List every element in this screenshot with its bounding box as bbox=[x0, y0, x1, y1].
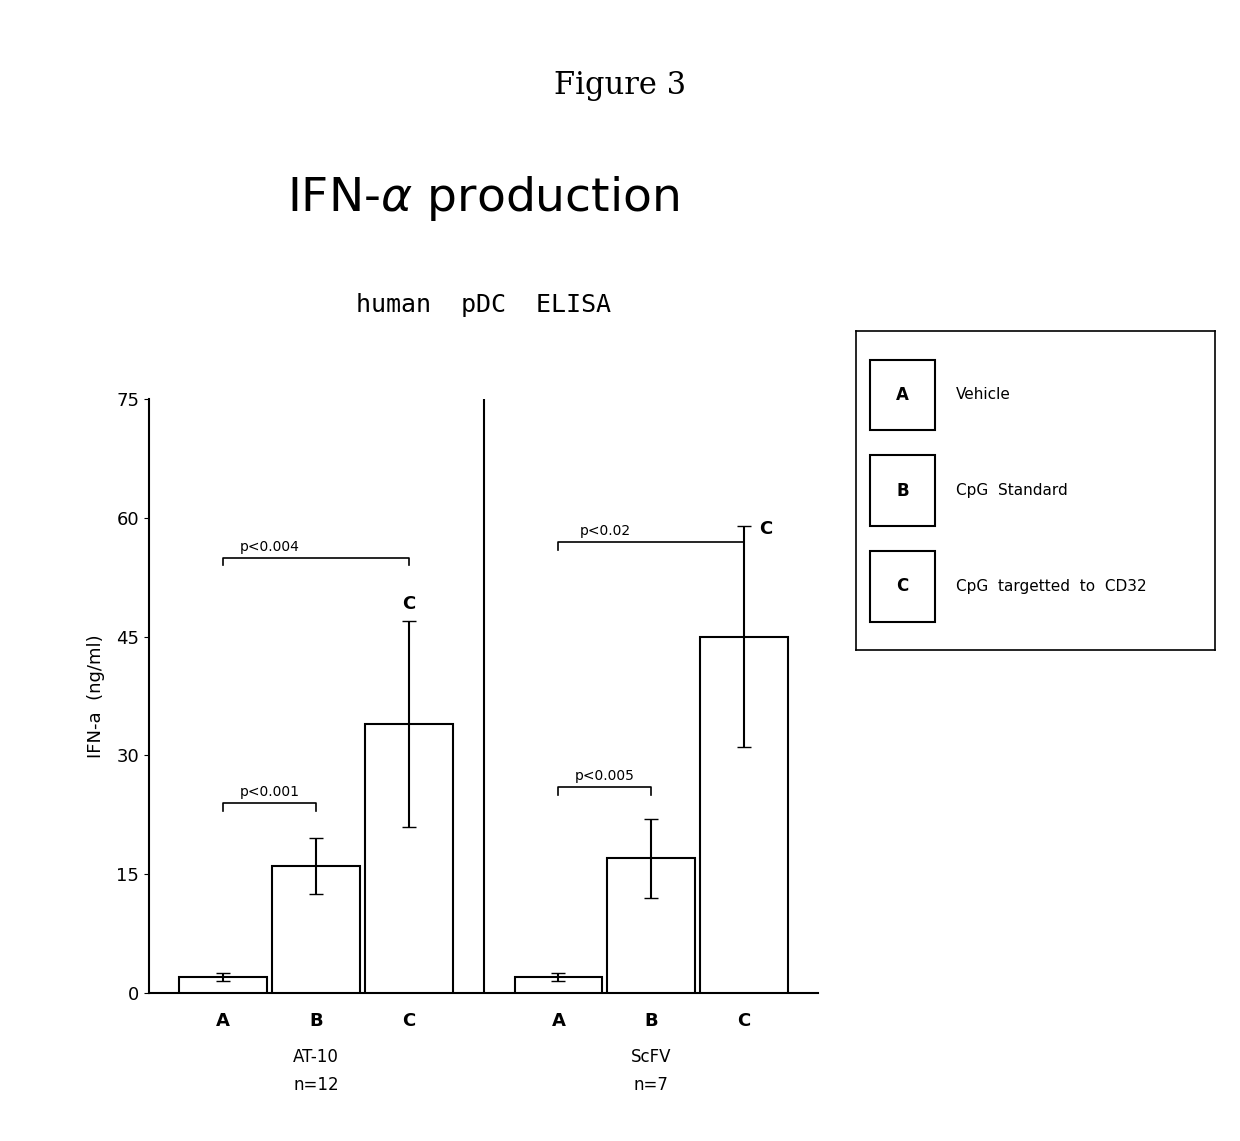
Y-axis label: IFN-a  (ng/ml): IFN-a (ng/ml) bbox=[87, 634, 105, 758]
Text: Vehicle: Vehicle bbox=[956, 387, 1011, 403]
Text: C: C bbox=[760, 520, 773, 537]
Text: IFN-$\alpha$ production: IFN-$\alpha$ production bbox=[288, 175, 680, 222]
Text: Figure 3: Figure 3 bbox=[554, 70, 686, 102]
Bar bbox=[365, 723, 453, 993]
Text: human  pDC  ELISA: human pDC ELISA bbox=[356, 293, 611, 317]
Text: CpG  targetted  to  CD32: CpG targetted to CD32 bbox=[956, 578, 1147, 594]
Text: B: B bbox=[645, 1012, 658, 1030]
Bar bbox=[272, 866, 360, 993]
Text: B: B bbox=[897, 482, 909, 500]
FancyBboxPatch shape bbox=[870, 455, 935, 526]
Text: p<0.005: p<0.005 bbox=[575, 769, 635, 783]
Text: n=7: n=7 bbox=[634, 1076, 668, 1094]
Text: A: A bbox=[897, 386, 909, 404]
Bar bbox=[515, 977, 603, 993]
FancyBboxPatch shape bbox=[870, 359, 935, 430]
Text: ScFV: ScFV bbox=[631, 1049, 672, 1066]
Text: A: A bbox=[552, 1012, 565, 1030]
Text: p<0.001: p<0.001 bbox=[239, 785, 300, 799]
Text: C: C bbox=[738, 1012, 750, 1030]
Text: C: C bbox=[402, 594, 415, 613]
Text: A: A bbox=[216, 1012, 231, 1030]
Text: p<0.004: p<0.004 bbox=[239, 540, 299, 553]
FancyBboxPatch shape bbox=[870, 551, 935, 622]
Bar bbox=[180, 977, 267, 993]
Text: p<0.02: p<0.02 bbox=[579, 524, 630, 537]
Bar bbox=[608, 858, 696, 993]
Bar bbox=[701, 637, 787, 993]
Text: C: C bbox=[402, 1012, 415, 1030]
Text: AT-10: AT-10 bbox=[293, 1049, 339, 1066]
Text: B: B bbox=[309, 1012, 322, 1030]
Text: CpG  Standard: CpG Standard bbox=[956, 483, 1068, 499]
Text: C: C bbox=[897, 577, 909, 596]
Text: n=12: n=12 bbox=[293, 1076, 339, 1094]
